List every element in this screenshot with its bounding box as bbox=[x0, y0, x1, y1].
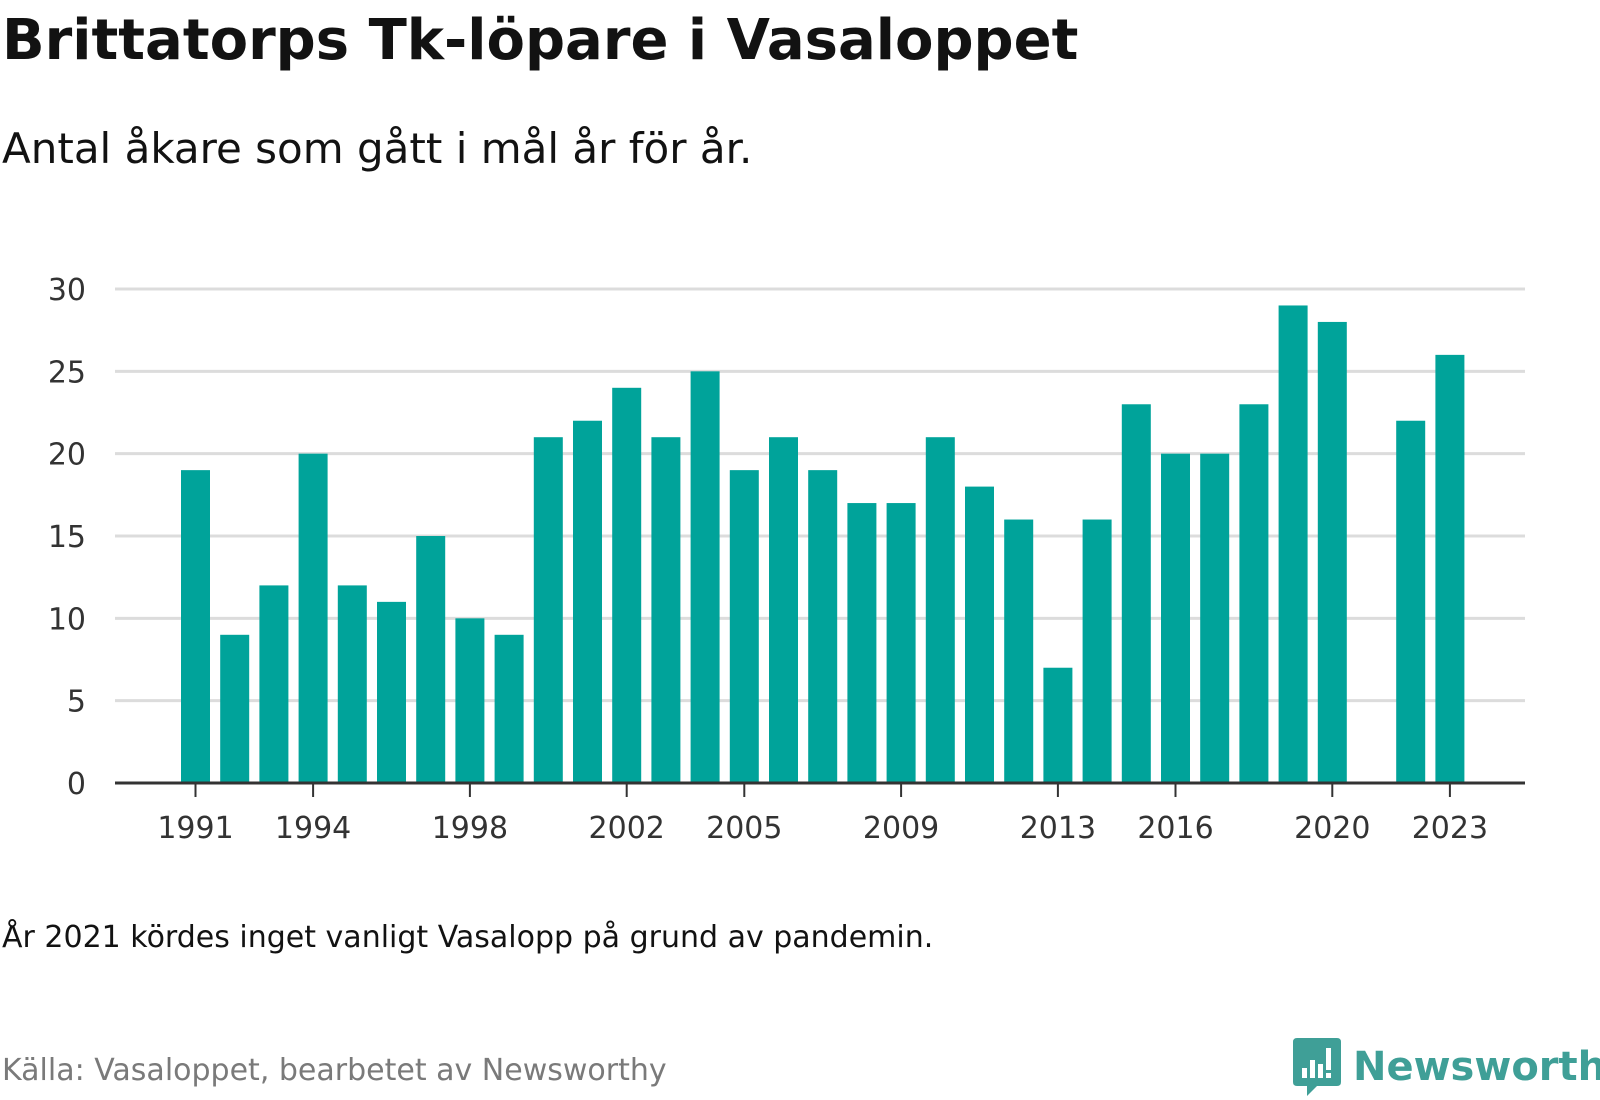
bar-1991 bbox=[181, 470, 210, 783]
y-tick-label: 10 bbox=[48, 602, 86, 637]
bar-2007 bbox=[808, 470, 838, 783]
bar-2015 bbox=[1121, 404, 1151, 783]
bar-2020 bbox=[1317, 321, 1347, 783]
bars bbox=[181, 305, 1465, 783]
chart-footnote: År 2021 kördes inget vanligt Vasalopp på… bbox=[2, 920, 934, 955]
x-tick-label: 2009 bbox=[863, 811, 939, 846]
bar-2022 bbox=[1396, 420, 1426, 783]
chart-subtitle: Antal åkare som gått i mål år för år. bbox=[2, 124, 753, 173]
bar-1995 bbox=[337, 585, 367, 783]
x-tick-label: 1991 bbox=[157, 811, 233, 846]
bar-2009 bbox=[886, 503, 916, 783]
newsworthy-logo[interactable]: Newsworthy bbox=[1293, 1035, 1600, 1099]
x-tick-label: 1998 bbox=[432, 811, 508, 846]
y-tick-label: 30 bbox=[48, 273, 86, 308]
bar-1996 bbox=[377, 601, 406, 783]
bar-2010 bbox=[925, 437, 955, 783]
y-axis-ticks: 0 5 10 15 20 25 30 bbox=[48, 273, 86, 802]
y-tick-label: 20 bbox=[48, 438, 86, 473]
x-tick-label: 2020 bbox=[1294, 811, 1370, 846]
bar-2014 bbox=[1082, 519, 1112, 783]
bar-2019 bbox=[1278, 305, 1308, 783]
x-tick-label: 2002 bbox=[589, 811, 665, 846]
bar-2005 bbox=[729, 470, 759, 783]
source-text: Källa: Vasaloppet, bearbetet av Newswort… bbox=[2, 1053, 667, 1088]
bar-2008 bbox=[847, 503, 877, 783]
bar-1992 bbox=[220, 634, 250, 783]
bar-2003 bbox=[651, 437, 681, 783]
bar-2001 bbox=[573, 420, 602, 783]
bar-2002 bbox=[612, 387, 642, 783]
bar-2011 bbox=[965, 486, 994, 783]
x-tick-label: 2016 bbox=[1137, 811, 1213, 846]
bar-2012 bbox=[1004, 519, 1034, 783]
bar-2017 bbox=[1200, 453, 1230, 783]
bar-chart: 0 5 10 15 20 25 30 1991 1994 1998 2002 2005 2009 201… bbox=[48, 273, 1525, 846]
x-tick-label: 1994 bbox=[275, 811, 351, 846]
newsworthy-logo-icon bbox=[1293, 1038, 1341, 1096]
x-tick-label: 2013 bbox=[1020, 811, 1096, 846]
bar-2013 bbox=[1043, 667, 1073, 783]
bar-2000 bbox=[533, 437, 563, 783]
x-tick-label: 2005 bbox=[706, 811, 782, 846]
bar-2023 bbox=[1435, 354, 1465, 783]
bar-1994 bbox=[298, 453, 328, 783]
bar-1998 bbox=[455, 618, 485, 783]
bar-2006 bbox=[769, 437, 798, 783]
y-tick-label: 0 bbox=[67, 767, 86, 802]
y-tick-label: 25 bbox=[48, 355, 86, 390]
x-axis-ticks: 1991 1994 1998 2002 2005 2009 2013 2016 2020 2023 bbox=[115, 781, 1525, 846]
x-tick-label: 2023 bbox=[1412, 811, 1488, 846]
bar-1997 bbox=[416, 536, 446, 783]
bar-1999 bbox=[494, 634, 524, 783]
bar-2018 bbox=[1239, 404, 1269, 783]
y-tick-label: 15 bbox=[48, 520, 86, 555]
y-tick-label: 5 bbox=[67, 685, 86, 720]
chart-title: Brittatorps Tk-löpare i Vasaloppet bbox=[2, 8, 1079, 73]
bar-2016 bbox=[1161, 453, 1190, 783]
bar-2004 bbox=[690, 371, 720, 783]
brand-name: Newsworthy bbox=[1353, 1044, 1600, 1090]
bar-1993 bbox=[259, 585, 289, 783]
